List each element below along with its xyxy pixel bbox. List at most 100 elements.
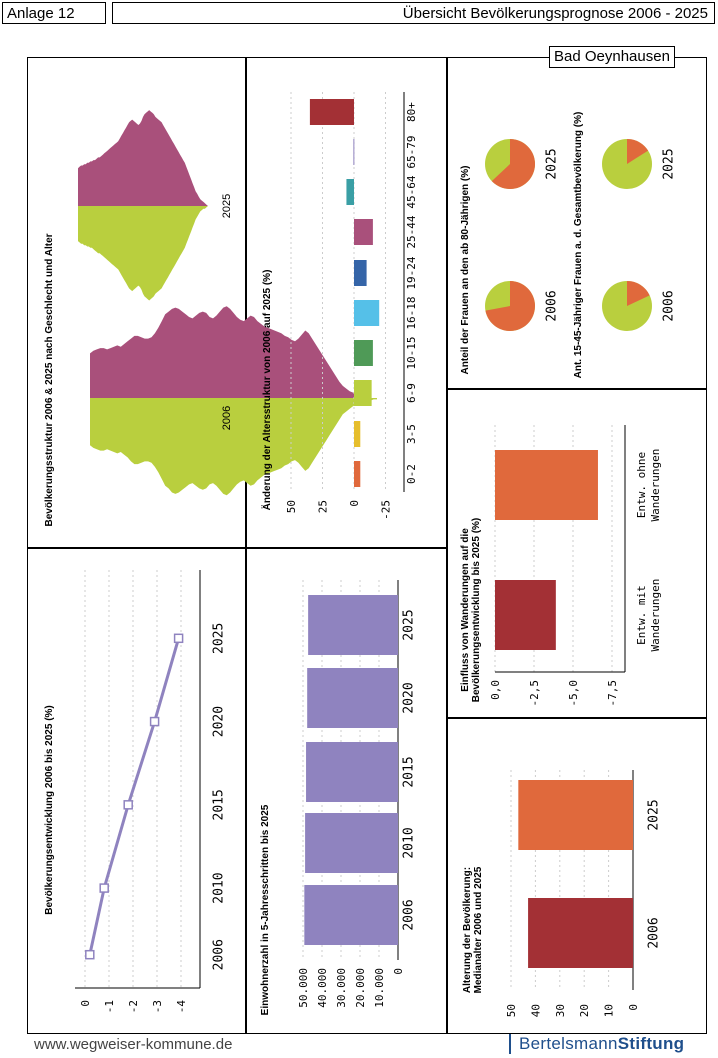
wanderungen-bar — [495, 580, 556, 650]
entwicklung-xtick-label: 2010 — [212, 872, 227, 903]
einwohner-xtick-label: 2015 — [402, 756, 417, 787]
entwicklung-point — [173, 633, 184, 644]
alterung-bar — [528, 898, 633, 968]
einwohner-bar — [305, 813, 398, 873]
frauen80-pie-slice — [485, 281, 535, 331]
wanderungen-xtick-label: Wanderungen — [649, 579, 662, 652]
einwohner-xtick-label: 2006 — [402, 899, 417, 930]
wanderungen-xtick-label: Entw. ohne — [635, 452, 648, 518]
wanderungen-ytick-label: -7,5 — [606, 680, 619, 707]
bertelsmann-logo: BertelsmannStiftung — [509, 1034, 684, 1054]
altersstruktur-bar — [354, 380, 372, 406]
pyramide-panel-label: 2006 — [221, 406, 233, 430]
entwicklung-ytick-label: -4 — [175, 1000, 188, 1014]
altersstruktur-xtick-label: 65-79 — [405, 135, 418, 168]
einwohner-ytick-label: 50.000 — [297, 968, 310, 1008]
entwicklung-xtick-label: 2025 — [212, 623, 227, 654]
altersstruktur-xtick-label: 6-9 — [405, 383, 418, 403]
alterung-title: Alterung der Bevölkerung: — [462, 867, 473, 993]
altersstruktur-bar — [354, 461, 361, 487]
entwicklung-ytick-label: -2 — [127, 1000, 140, 1013]
altersstruktur-xtick-label: 16-18 — [405, 296, 418, 329]
entwicklung-xtick-label: 2006 — [212, 939, 227, 970]
wanderungen-xtick-label: Wanderungen — [649, 449, 662, 522]
einwohner-bar — [307, 668, 398, 728]
divider-v-1 — [245, 57, 247, 1034]
frauen1545-pie-slice — [627, 139, 649, 164]
frauen80-pie-slice — [491, 139, 536, 189]
alterung-xtick-label: 2006 — [647, 917, 662, 948]
altersstruktur-bar — [353, 139, 355, 165]
entwicklung-xtick-label: 2015 — [212, 789, 227, 820]
altersstruktur-ytick-label: 50 — [285, 500, 298, 513]
einwohner-xtick-label: 2010 — [402, 827, 417, 858]
alterung-ytick-label: 30 — [554, 1004, 567, 1017]
altersstruktur-bar — [354, 300, 380, 326]
pyramide-male-area — [90, 398, 377, 496]
altersstruktur-bar — [354, 260, 367, 286]
municipality-label: Bad Oeynhausen — [549, 46, 675, 68]
einwohner-ytick-label: 0 — [392, 968, 405, 975]
altersstruktur-bar — [346, 179, 354, 205]
wanderungen-title: Einfluss von Wanderungen auf die — [460, 528, 471, 692]
wanderungen-bar — [495, 450, 598, 520]
einwohner-bar — [308, 595, 398, 655]
frauen1545-title: Ant. 15-45-Jähriger Frauen a. d. Gesamtb… — [573, 112, 584, 379]
entwicklung-point — [99, 883, 109, 893]
pyramide-male-area — [78, 206, 208, 301]
wanderungen-title: Bevölkerungsentwicklung bis 2025 (%) — [471, 518, 482, 703]
pyramide-female-area — [90, 306, 377, 398]
altersstruktur-bar — [354, 340, 373, 366]
entwicklung-point — [149, 716, 160, 727]
einwohner-xtick-label: 2025 — [402, 609, 417, 640]
entwicklung-point — [123, 800, 133, 810]
page-title: Übersicht Bevölkerungsprognose 2006 - 20… — [112, 2, 715, 24]
frauen80-label: 2006 — [545, 290, 560, 321]
divider-h-right-top — [446, 388, 707, 390]
pyramide-panel-label: 2025 — [221, 194, 233, 218]
altersstruktur-ytick-label: 25 — [317, 500, 330, 513]
frauen80-title: Anteil der Frauen an den ab 80-Jährigen … — [460, 166, 471, 375]
pyramide-female-area — [78, 110, 208, 206]
pyramide-title: Bevölkerungsstruktur 2006 & 2025 nach Ge… — [44, 233, 55, 526]
einwohner-title: Einwohnerzahl in 5-Jahresschritten bis 2… — [260, 804, 271, 1015]
einwohner-bar — [304, 885, 398, 945]
alterung-ytick-label: 10 — [603, 1004, 616, 1017]
frauen80-label: 2025 — [545, 148, 560, 179]
alterung-ytick-label: 50 — [505, 1004, 518, 1017]
altersstruktur-xtick-label: 80+ — [405, 102, 418, 122]
altersstruktur-bar — [354, 219, 373, 245]
altersstruktur-ytick-label: -25 — [380, 500, 393, 520]
anlage-label: Anlage 12 — [2, 2, 106, 24]
altersstruktur-xtick-label: 25-44 — [405, 215, 418, 248]
einwohner-ytick-label: 30.000 — [335, 968, 348, 1008]
wanderungen-xtick-label: Entw. mit — [635, 585, 648, 645]
altersstruktur-bar — [354, 421, 361, 447]
entwicklung-ytick-label: -1 — [103, 1000, 116, 1013]
entwicklung-ytick-label: 0 — [79, 1000, 92, 1007]
altersstruktur-xtick-label: 10-15 — [405, 336, 418, 369]
alterung-xtick-label: 2025 — [647, 799, 662, 830]
altersstruktur-ytick-label: 0 — [348, 500, 361, 507]
alterung-ytick-label: 0 — [627, 1004, 640, 1011]
altersstruktur-xtick-label: 3-5 — [405, 424, 418, 444]
altersstruktur-xtick-label: 45-64 — [405, 175, 418, 208]
altersstruktur-xtick-label: 0-2 — [405, 464, 418, 484]
alterung-bar — [518, 780, 633, 850]
frauen1545-label: 2025 — [662, 148, 677, 179]
wanderungen-ytick-label: 0,0 — [489, 680, 502, 700]
wanderungen-ytick-label: -2,5 — [528, 680, 541, 707]
alterung-title: Medianalter 2006 und 2025 — [473, 866, 484, 993]
entwicklung-title: Bevölkerungsentwicklung 2006 bis 2025 (%… — [44, 705, 55, 915]
frauen1545-label: 2006 — [662, 290, 677, 321]
entwicklung-xtick-label: 2020 — [212, 706, 227, 737]
entwicklung-series-line — [88, 637, 181, 956]
einwohner-ytick-label: 20.000 — [354, 968, 367, 1008]
report-frame — [27, 57, 707, 1034]
entwicklung-point — [85, 949, 95, 960]
alterung-ytick-label: 40 — [529, 1004, 542, 1017]
altersstruktur-bar — [309, 99, 354, 125]
einwohner-bar — [306, 742, 398, 802]
footer-url[interactable]: www.wegweiser-kommune.de — [34, 1036, 233, 1053]
